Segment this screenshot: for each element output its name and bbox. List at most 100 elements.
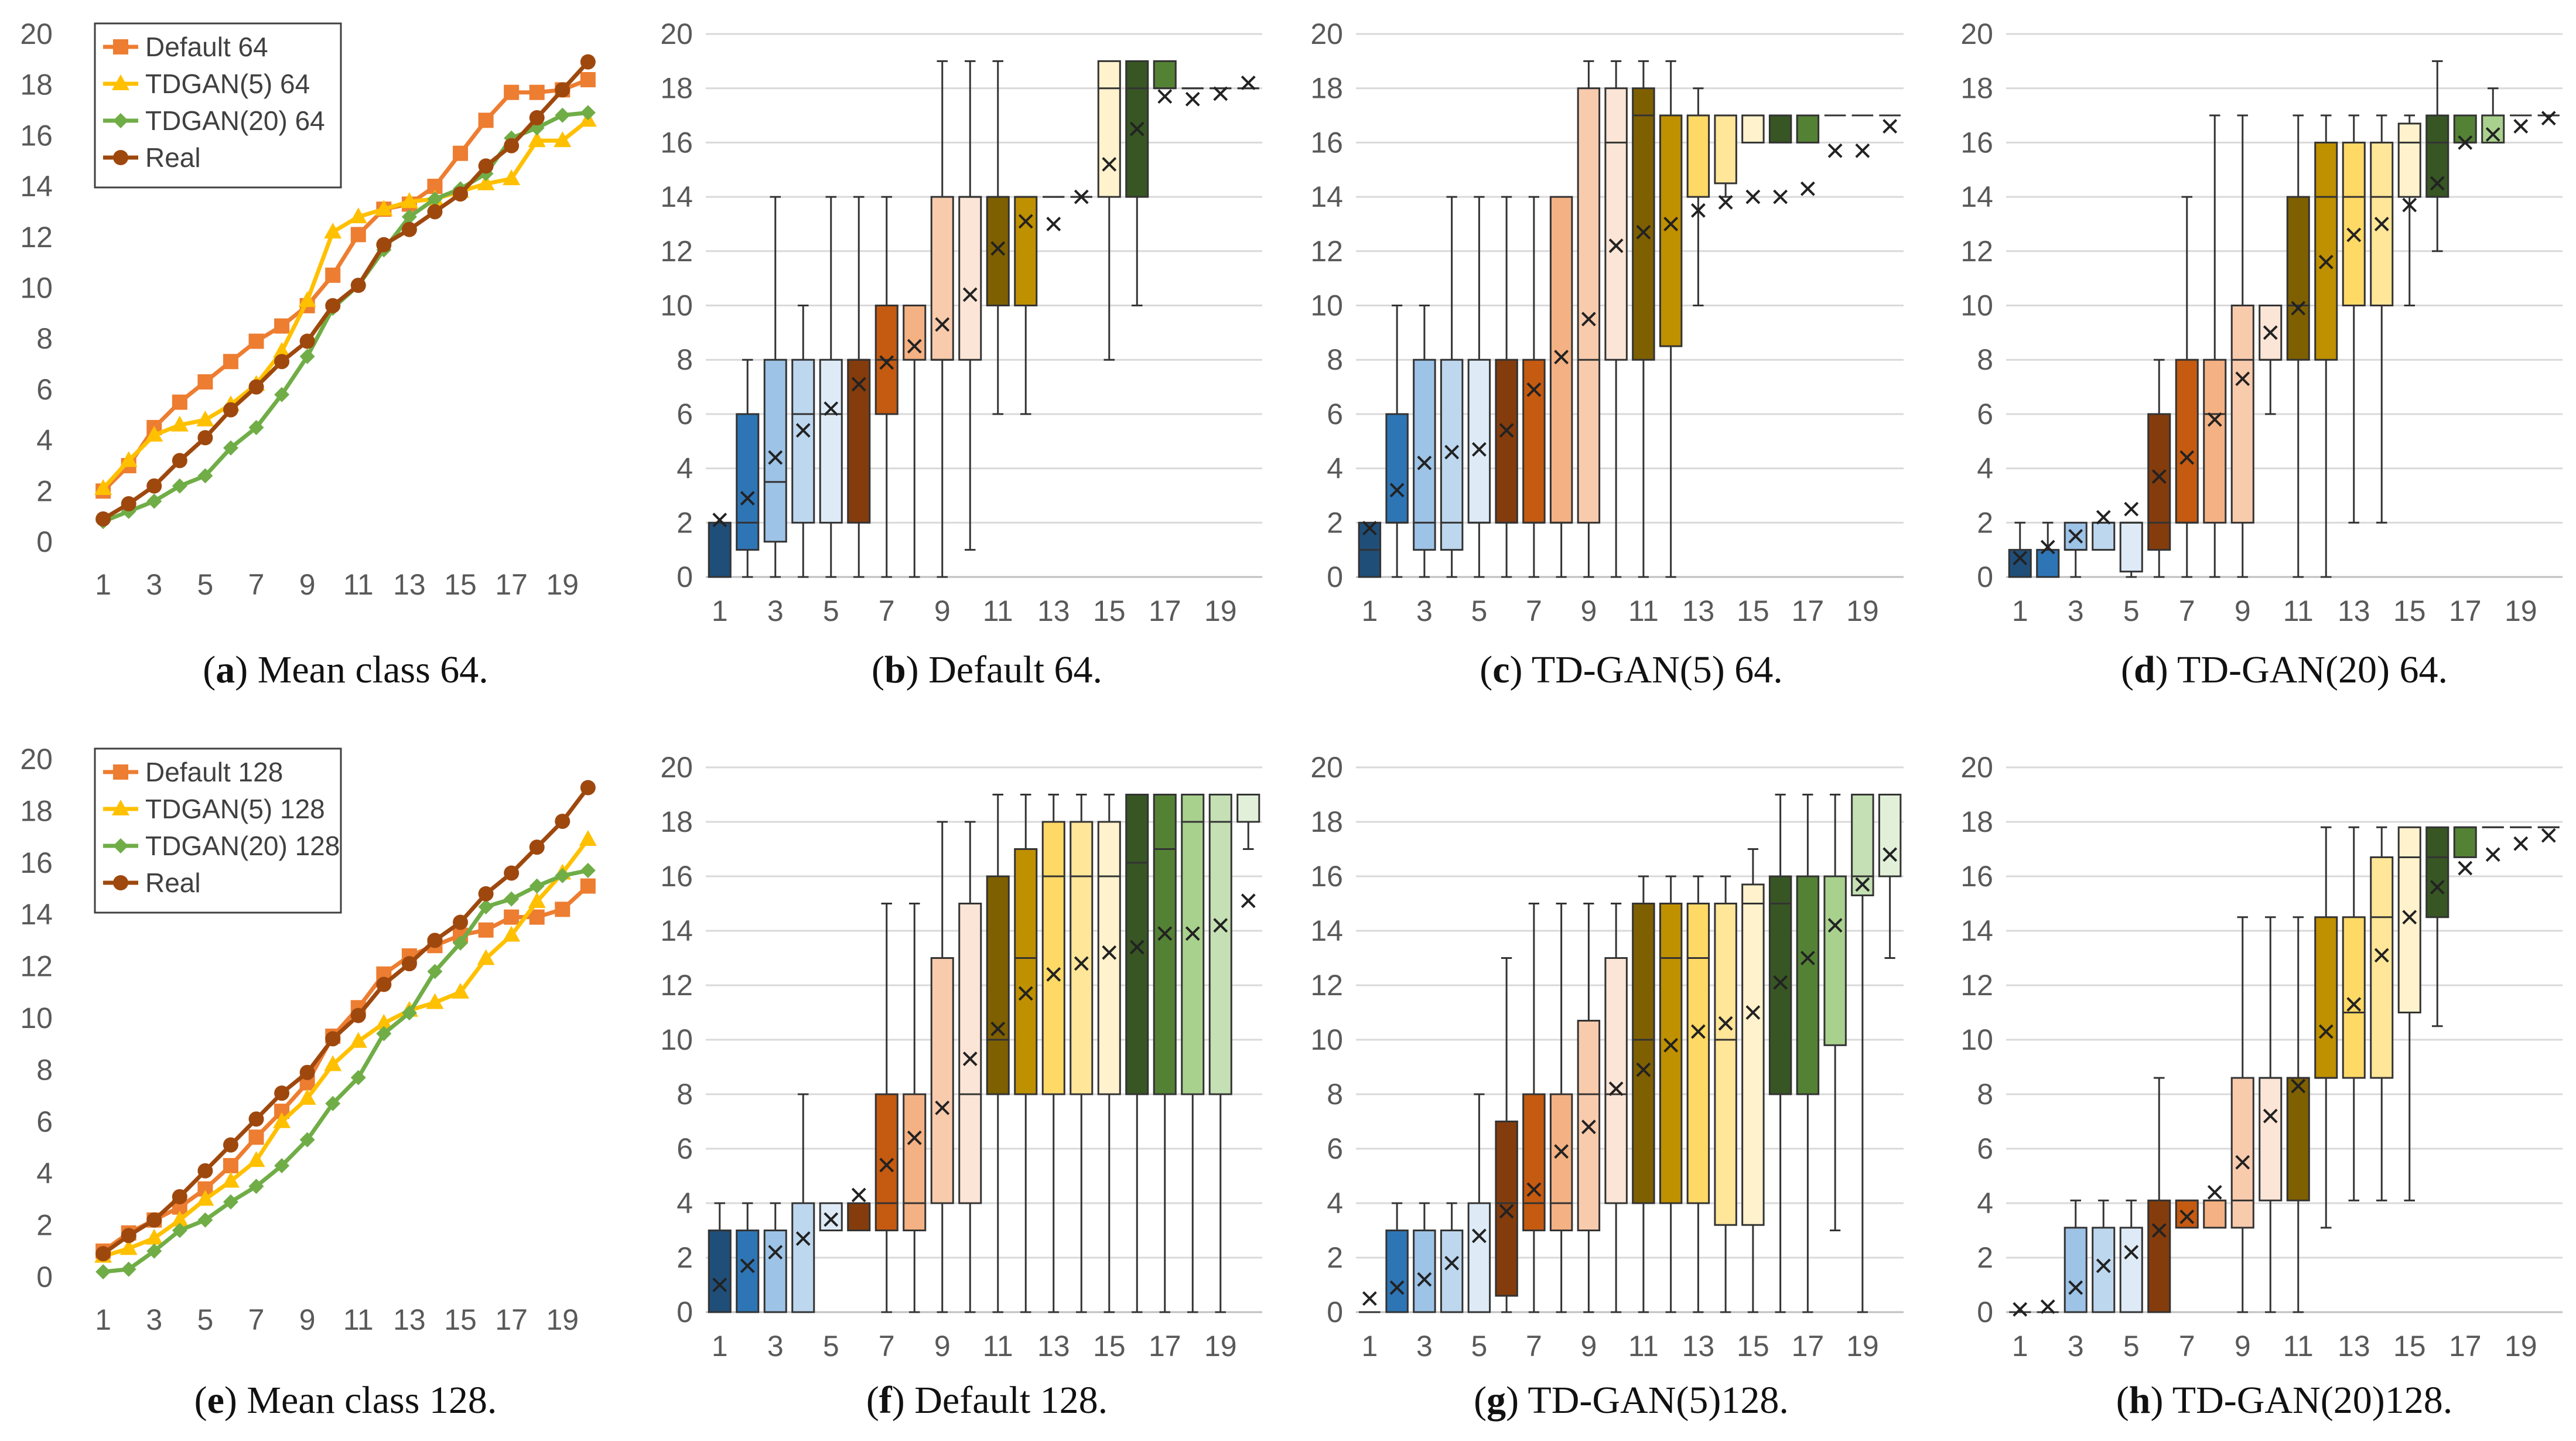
caption-letter: b: [884, 648, 906, 691]
box-10: [1604, 903, 1628, 1313]
mean-marker: [2179, 1209, 2195, 1224]
data-point: [95, 1264, 111, 1280]
data-point: [325, 267, 341, 283]
mean-marker: [2096, 1258, 2111, 1273]
data-point: [555, 868, 570, 883]
mean-marker: [2068, 529, 2083, 544]
mean-marker: [851, 1187, 866, 1203]
legend-label: Real: [145, 142, 201, 173]
box-14: [1714, 114, 1737, 210]
data-point: [453, 935, 469, 951]
data-point: [172, 394, 187, 410]
mean-marker: [1157, 926, 1173, 941]
data-point: [223, 1137, 238, 1153]
data-point: [426, 993, 444, 1009]
x-tick-label: 13: [1682, 595, 1715, 627]
box-15: [1741, 848, 1765, 1313]
x-tick-label: 3: [2068, 595, 2084, 627]
box-10: [958, 821, 982, 1313]
box-body: [1125, 794, 1149, 1095]
box-body: [903, 1093, 927, 1231]
box-body: [986, 196, 1010, 306]
box-body: [1495, 358, 1518, 524]
data-point: [196, 1190, 214, 1206]
x-tick-label: 3: [1416, 1330, 1433, 1363]
data-point: [197, 1212, 213, 1228]
y-tick-label: 14: [660, 180, 693, 213]
mean-marker: [2291, 1078, 2306, 1094]
box-15: [1097, 60, 1121, 361]
box-body: [2119, 521, 2143, 573]
y-tick-label: 2: [677, 1241, 693, 1274]
data-point: [477, 174, 495, 190]
box-body: [1686, 903, 1710, 1204]
y-tick-label: 14: [20, 898, 53, 931]
x-tick-label: 17: [495, 568, 528, 601]
box-16: [2425, 826, 2449, 1027]
caption-paren-close: ): [1506, 1379, 1519, 1422]
mean-marker: [1046, 217, 1061, 231]
box-body: [1659, 114, 1683, 347]
legend-box: [94, 22, 342, 189]
legend-label: TDGAN(20) 64: [145, 105, 325, 136]
box-body: [2175, 1199, 2199, 1229]
y-tick-label: 2: [36, 1209, 53, 1242]
box-body: [1714, 114, 1737, 185]
x-tick-label: 15: [1737, 1330, 1769, 1363]
y-tick-label: 20: [1310, 751, 1343, 784]
box-body: [1041, 821, 1065, 1095]
data-point: [94, 479, 112, 495]
box-6: [847, 1187, 871, 1231]
box-body: [763, 1230, 787, 1313]
data-point: [376, 976, 392, 992]
box-16: [1125, 60, 1149, 306]
mean-marker: [879, 355, 894, 370]
y-tick-label: 2: [36, 474, 53, 507]
box-2: [2037, 1299, 2059, 1314]
mean-marker: [2207, 1184, 2222, 1200]
mean-marker: [2291, 301, 2306, 316]
y-tick-label: 4: [1977, 452, 1993, 485]
x-tick-label: 15: [1093, 595, 1126, 627]
y-tick-label: 10: [20, 1002, 53, 1034]
y-tick-label: 0: [677, 1296, 693, 1329]
box-12: [1014, 794, 1038, 1313]
y-tick-label: 0: [1977, 561, 1993, 593]
box-5: [2119, 501, 2143, 578]
box-13: [1041, 794, 1065, 1313]
data-point: [299, 1132, 315, 1148]
box-body: [2286, 196, 2310, 361]
mean-marker: [2151, 469, 2167, 484]
data-point: [273, 342, 291, 358]
y-tick-label: 4: [677, 452, 693, 485]
mean-marker: [2513, 836, 2529, 851]
box-4: [2092, 510, 2116, 551]
y-tick-label: 14: [20, 170, 53, 203]
mean-marker: [1855, 143, 1870, 158]
mean-marker: [740, 1258, 755, 1273]
box-6: [1495, 957, 1518, 1313]
mean-marker: [1718, 194, 1733, 210]
legend-box: [94, 747, 342, 914]
box-16: [1125, 794, 1149, 1313]
box-body: [1181, 794, 1205, 1095]
data-point: [223, 354, 238, 370]
x-tick-label: 9: [934, 595, 951, 627]
y-tick-label: 6: [1327, 398, 1343, 431]
mean-marker: [1157, 89, 1173, 104]
box-15: [1097, 794, 1121, 1313]
box-body: [1686, 114, 1710, 198]
box-1: [1359, 1291, 1381, 1313]
x-tick-label: 11: [343, 568, 374, 601]
mean-marker: [851, 377, 866, 392]
data-point: [427, 204, 443, 220]
mean-marker: [1046, 967, 1061, 982]
box-10: [1604, 60, 1628, 578]
caption-paren-open: (: [194, 1379, 207, 1422]
mean-marker: [1185, 926, 1200, 941]
box-body: [2397, 122, 2421, 198]
box-body: [930, 957, 954, 1204]
box-19: [1210, 86, 1232, 101]
